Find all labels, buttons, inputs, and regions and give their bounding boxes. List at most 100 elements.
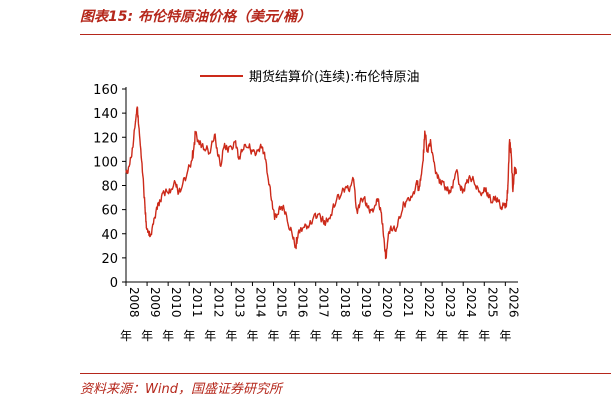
data-point	[274, 218, 276, 220]
data-point	[429, 139, 432, 141]
x-tick-suffix: 年	[289, 329, 301, 343]
data-point	[162, 192, 164, 194]
x-tick-suffix: 年	[246, 329, 258, 343]
data-point	[223, 146, 225, 148]
data-point	[138, 124, 140, 126]
data-point	[194, 131, 197, 133]
data-point	[287, 224, 289, 226]
data-point	[399, 217, 401, 219]
x-tick-suffix: 年	[352, 329, 364, 343]
data-point	[418, 189, 420, 191]
data-point	[356, 209, 358, 211]
data-point	[491, 201, 493, 203]
data-point	[213, 134, 216, 136]
data-point	[473, 180, 475, 182]
data-point	[182, 182, 184, 184]
data-point	[515, 172, 517, 174]
data-point	[144, 206, 146, 208]
data-point	[241, 151, 243, 153]
data-point	[238, 158, 240, 160]
data-point	[509, 139, 511, 141]
data-point	[258, 148, 260, 150]
data-point	[149, 235, 151, 237]
y-tick-label: 0	[110, 276, 118, 291]
data-point	[344, 187, 346, 189]
data-point	[145, 227, 147, 229]
x-tick-label: 2025	[485, 287, 499, 318]
data-point	[327, 218, 329, 220]
data-point	[497, 200, 499, 202]
x-tick-label: 2016	[296, 287, 310, 318]
data-point	[156, 206, 158, 208]
data-point	[245, 146, 247, 148]
x-tick-suffix: 年	[457, 329, 469, 343]
data-point	[387, 233, 389, 235]
data-point	[209, 152, 211, 154]
x-tick-suffix: 年	[268, 329, 280, 343]
data-point	[353, 178, 355, 181]
x-tick-suffix: 年	[310, 329, 322, 343]
data-point	[468, 175, 471, 177]
x-tick-label: 2024	[464, 287, 478, 318]
series-line-brent	[125, 106, 517, 260]
data-point	[416, 180, 418, 182]
data-point	[159, 199, 161, 201]
data-point	[280, 206, 282, 208]
data-point	[433, 160, 435, 162]
x-tick-label: 2026	[506, 287, 520, 318]
data-point	[205, 148, 207, 150]
data-point	[407, 197, 409, 199]
x-tick-label: 2015	[275, 287, 289, 318]
data-point	[363, 197, 365, 199]
data-point	[403, 203, 405, 205]
x-tick-label: 2019	[359, 287, 373, 318]
data-point	[174, 182, 177, 184]
data-point	[134, 121, 137, 123]
data-point	[359, 203, 361, 205]
x-tick-label: 2008	[127, 287, 141, 318]
data-point	[136, 106, 138, 108]
x-tick-label: 2022	[422, 287, 436, 318]
data-point	[484, 190, 486, 193]
data-point	[201, 145, 203, 147]
data-point	[336, 198, 338, 200]
legend-label: 期货结算价(连续):布伦特原油	[249, 69, 420, 85]
data-point	[131, 147, 133, 149]
data-point	[192, 151, 194, 153]
data-point	[382, 230, 384, 232]
data-point	[348, 190, 350, 193]
data-point	[226, 147, 228, 149]
x-axis: 2008年2009年2010年2011年2012年2013年2014年2015年…	[120, 281, 520, 343]
y-tick-label: 160	[93, 83, 118, 98]
plot-area	[125, 106, 517, 260]
data-point	[439, 178, 441, 181]
data-point	[217, 154, 219, 156]
y-tick-label: 80	[101, 180, 118, 195]
data-point	[198, 141, 200, 143]
data-point	[514, 166, 516, 168]
data-point	[147, 230, 149, 232]
data-point	[503, 204, 505, 206]
data-point	[317, 213, 319, 215]
data-point	[324, 224, 326, 226]
x-tick-suffix: 年	[415, 329, 427, 343]
x-tick-suffix: 年	[478, 329, 490, 343]
x-tick-suffix: 年	[204, 329, 216, 343]
title-divider	[80, 34, 611, 35]
x-tick-suffix: 年	[162, 329, 174, 343]
data-point	[487, 197, 490, 199]
data-point	[436, 172, 438, 174]
data-point	[235, 140, 237, 142]
data-point	[366, 206, 368, 208]
source-note: 资料来源：Wind，国盛证券研究所	[80, 382, 282, 397]
data-point	[261, 146, 263, 148]
x-tick-label: 2023	[443, 287, 457, 318]
x-tick-label: 2009	[148, 287, 162, 318]
data-point	[283, 209, 285, 211]
y-tick-label: 100	[93, 155, 118, 170]
data-point	[297, 236, 299, 238]
data-point	[424, 130, 426, 132]
x-tick-suffix: 年	[499, 329, 511, 343]
data-point	[426, 151, 428, 153]
data-point	[385, 256, 387, 258]
